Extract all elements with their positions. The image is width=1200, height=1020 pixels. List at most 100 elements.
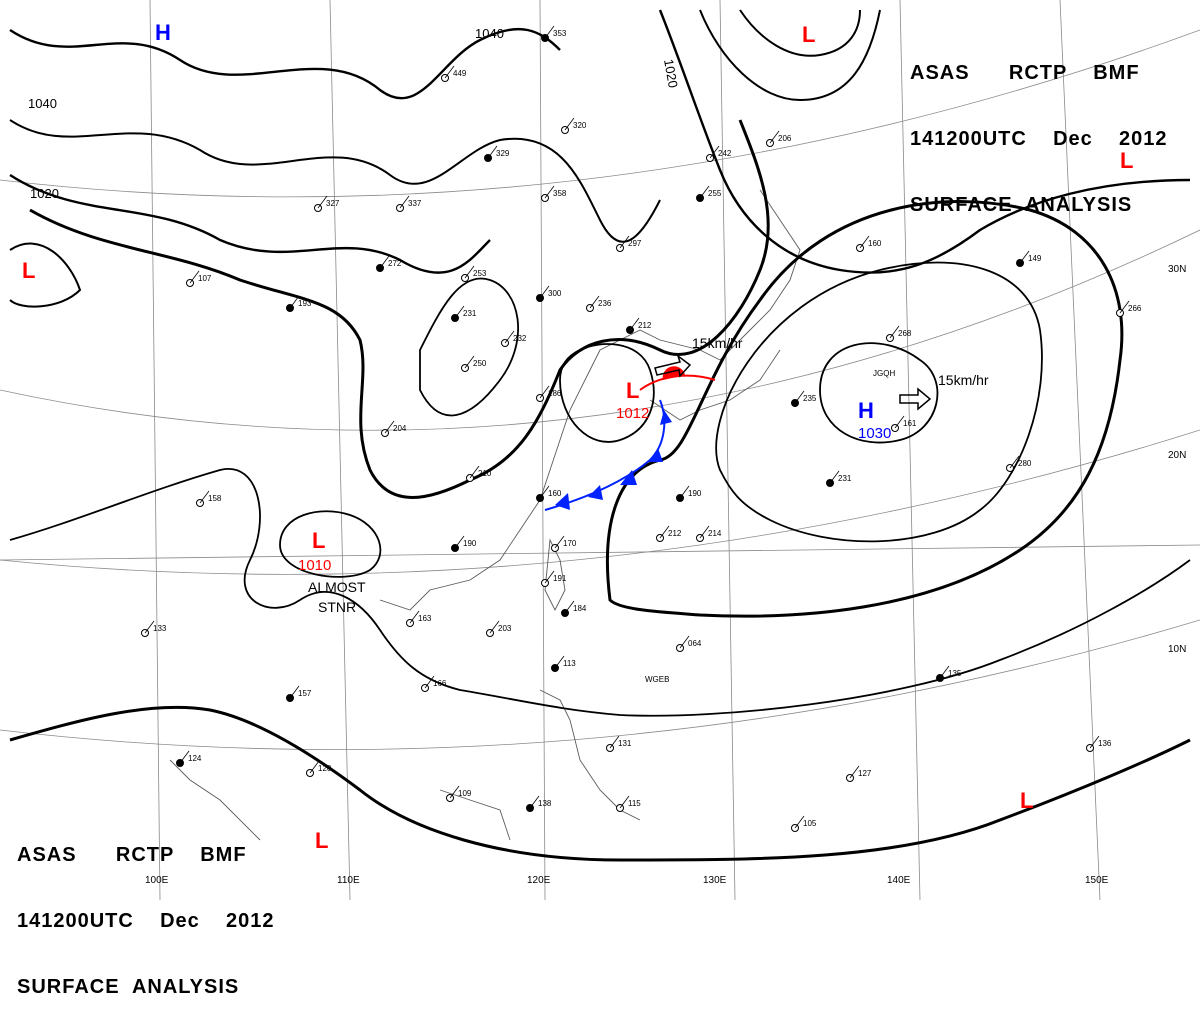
almost-label: ALMOST <box>308 579 366 595</box>
wind-barb <box>409 610 420 624</box>
wind-barb <box>679 635 690 649</box>
lat-label: 20N <box>1168 450 1186 461</box>
station-value: 280 <box>1018 459 1032 468</box>
coastline <box>169 759 261 841</box>
wind-barb <box>454 305 465 319</box>
wind-barb <box>504 330 515 344</box>
graticule-labels: 100E 110E 120E 130E 140E 150E 30N 20N 10… <box>145 264 1186 886</box>
center-pressures: 1012 1010 1030 <box>298 405 891 574</box>
station-value: 353 <box>553 29 567 38</box>
wind-barb <box>699 525 710 539</box>
station-value: 115 <box>628 799 641 808</box>
station-value: 266 <box>1128 304 1142 313</box>
wind-barb <box>489 620 500 634</box>
wind-barb <box>1089 735 1100 749</box>
motion-arrows <box>654 353 932 411</box>
high-center: H <box>858 398 874 423</box>
low-pressure-value: 1012 <box>616 405 649 422</box>
wind-barb <box>554 655 565 669</box>
wind-barb <box>544 570 555 584</box>
cold-front-triangle <box>660 410 672 425</box>
lon-label: 100E <box>145 875 169 886</box>
station-value: 109 <box>458 789 472 798</box>
station-value: 105 <box>803 819 817 828</box>
isobar <box>739 9 861 57</box>
lon-label: 130E <box>703 875 727 886</box>
cold-front-triangle <box>620 470 637 485</box>
station-value: 107 <box>198 274 212 283</box>
station-value: 212 <box>638 321 652 330</box>
header-top-right: ASAS RCTP BMF 141200UTC Dec 2012 SURFACE… <box>910 18 1167 238</box>
wind-barb <box>564 117 575 131</box>
wind-barb <box>544 25 555 39</box>
station-value: 329 <box>496 149 510 158</box>
wind-barb <box>469 465 480 479</box>
wind-barb <box>189 270 200 284</box>
low-center: L <box>315 828 328 853</box>
station-value: 235 <box>803 394 817 403</box>
high-center: H <box>155 20 171 45</box>
graticule-line <box>329 0 351 900</box>
isobar-label: 1040 <box>28 96 57 111</box>
graticule-line <box>149 0 161 900</box>
header-line-3: SURFACE ANALYSIS <box>17 976 240 998</box>
station-value: 232 <box>513 334 527 343</box>
station-value: 236 <box>598 299 612 308</box>
station-value: 320 <box>573 121 587 130</box>
lon-label: 140E <box>887 875 911 886</box>
wind-barb <box>1019 250 1030 264</box>
wind-barb <box>464 265 475 279</box>
isobar-label: 1040 <box>475 26 504 41</box>
station-value: 170 <box>563 539 577 548</box>
graticule-line <box>0 29 1200 198</box>
pressure-centers: H H L L L L L L L <box>22 20 1133 853</box>
station-value: 206 <box>778 134 792 143</box>
wind-barb <box>829 470 840 484</box>
graticule-line <box>899 0 921 900</box>
lat-label: 30N <box>1168 264 1186 275</box>
isobar <box>279 510 382 578</box>
cold-front-triangle <box>555 493 570 510</box>
wind-barb <box>859 235 870 249</box>
isobar <box>9 242 82 308</box>
graticule-line <box>719 0 736 900</box>
station-value: 131 <box>618 739 632 748</box>
wind-barb <box>609 735 620 749</box>
isobar <box>715 261 1043 543</box>
station-value: 136 <box>1098 739 1112 748</box>
station-value: 191 <box>553 574 567 583</box>
wind-barb <box>289 685 300 699</box>
station-value: 064 <box>688 639 702 648</box>
station-value: 127 <box>858 769 872 778</box>
lon-label: 120E <box>527 875 551 886</box>
graticule-line <box>0 429 1200 575</box>
coastline <box>439 789 511 841</box>
isobar <box>606 200 1124 618</box>
wind-barb <box>564 600 575 614</box>
wind-barb <box>199 490 210 504</box>
wind-barb <box>487 145 498 159</box>
header-line-2: 141200UTC Dec 2012 <box>910 128 1168 150</box>
low-center: L <box>312 528 325 553</box>
motion-speed-label: 15km/hr <box>692 335 743 351</box>
lat-label: 10N <box>1168 644 1186 655</box>
graticule-line <box>0 544 1200 561</box>
station-value: 327 <box>326 199 340 208</box>
station-value: 337 <box>408 199 422 208</box>
station-id: WGEB <box>645 675 669 684</box>
wind-barb <box>889 325 900 339</box>
station-value: 158 <box>208 494 222 503</box>
station-ids: JGQH WGEB <box>645 369 895 684</box>
station-value: 214 <box>708 529 722 538</box>
station-value: 120 <box>318 764 332 773</box>
station-value: 231 <box>838 474 852 483</box>
station-value: 358 <box>553 189 567 198</box>
wind-barb <box>619 235 630 249</box>
low-center: L <box>22 258 35 283</box>
station-value: 449 <box>453 69 467 78</box>
isobar <box>419 277 520 417</box>
wind-barb <box>1009 455 1020 469</box>
station-value: 253 <box>473 269 487 278</box>
weather-map: 1040 1040 1020 1020 H H L L L L L L L 10… <box>0 0 1200 900</box>
low-center: L <box>802 22 815 47</box>
